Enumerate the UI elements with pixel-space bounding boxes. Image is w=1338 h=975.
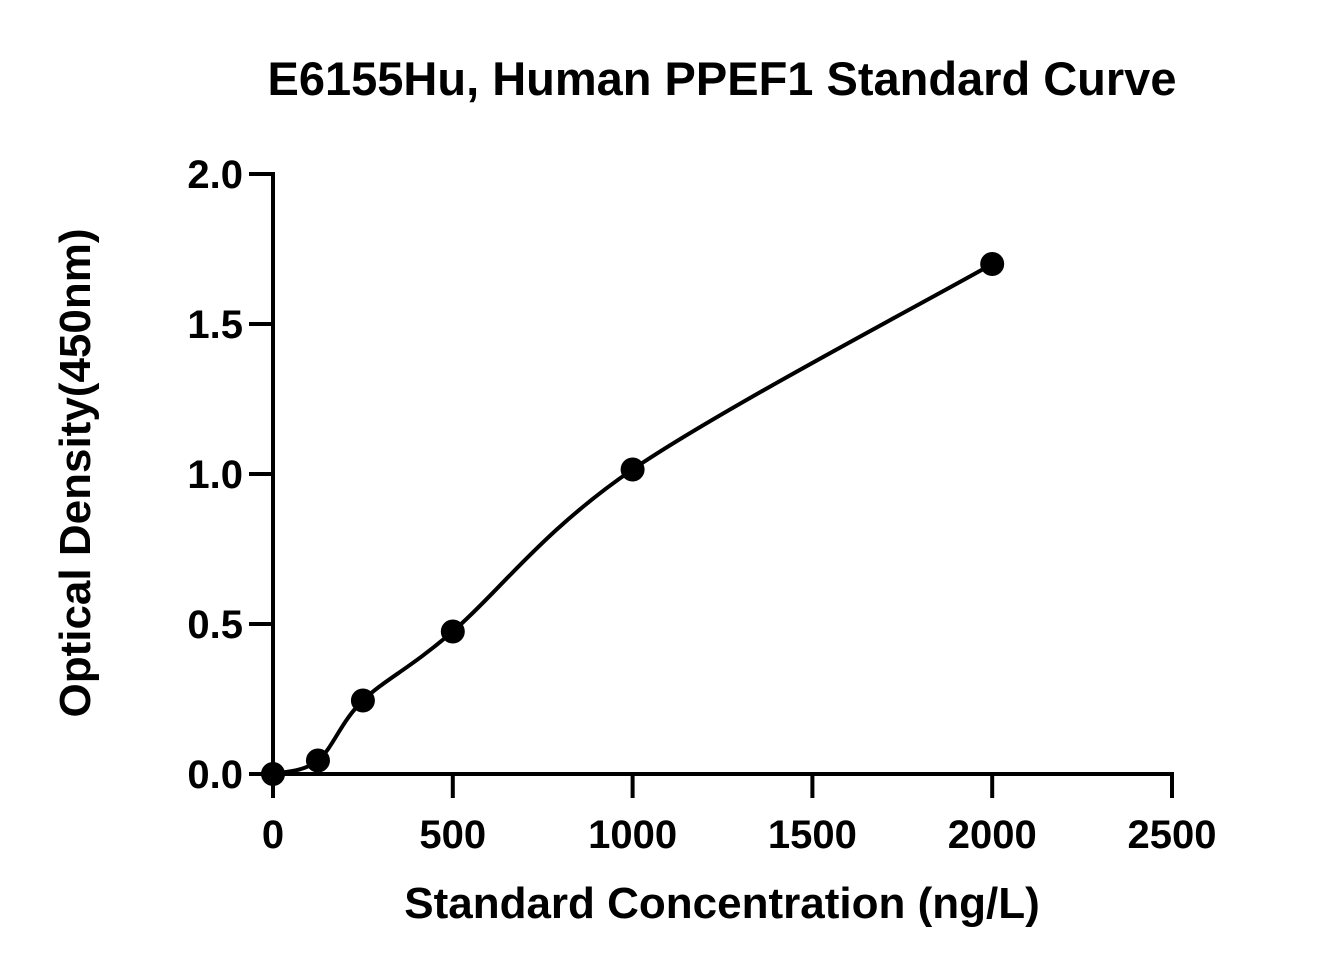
data-point (980, 252, 1005, 276)
data-point (440, 619, 465, 644)
data-point (261, 762, 285, 786)
data-points (261, 252, 1005, 786)
y-tick-label: 0.5 (187, 603, 243, 647)
y-axis-title: Optical Density(450nm) (51, 228, 100, 717)
x-axis-ticks: 0 500 1000 1500 2000 2500 (262, 774, 1217, 857)
y-tick-label: 0.0 (187, 753, 243, 797)
fit-curve (272, 262, 994, 776)
y-tick-label: 1.5 (187, 303, 243, 347)
chart-title: E6155Hu, Human PPEF1 Standard Curve (268, 52, 1177, 105)
x-tick-label: 500 (419, 813, 486, 857)
x-tick-label: 2500 (1128, 813, 1217, 857)
y-axis-ticks: 0.0 0.5 1.0 1.5 2.0 (187, 153, 273, 797)
x-tick-label: 1500 (768, 813, 857, 857)
data-point (350, 688, 375, 713)
x-tick-label: 0 (262, 813, 284, 857)
y-tick-label: 2.0 (187, 153, 243, 197)
y-tick-label: 1.0 (187, 453, 243, 497)
data-point (305, 748, 330, 773)
data-point (620, 457, 645, 482)
x-tick-label: 2000 (948, 813, 1037, 857)
x-axis-title: Standard Concentration (ng/L) (404, 879, 1040, 928)
x-tick-label: 1000 (588, 813, 677, 857)
